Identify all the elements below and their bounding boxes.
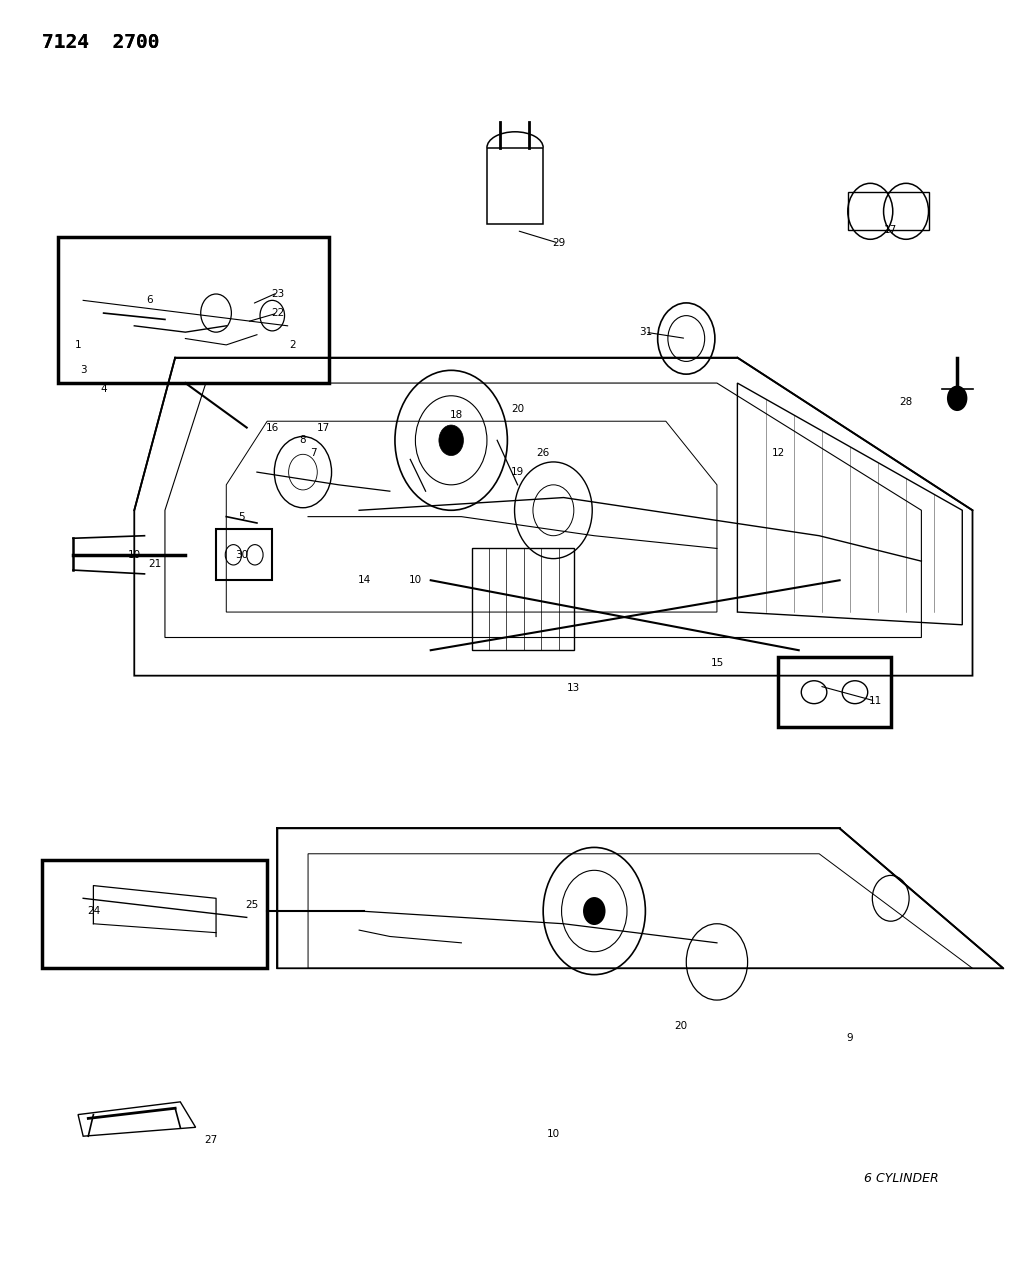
Text: 17: 17 [885, 226, 897, 236]
Bar [848, 193, 929, 231]
Text: 8: 8 [299, 435, 306, 445]
Bar [778, 657, 891, 727]
Text: 20: 20 [511, 403, 524, 413]
Text: 28: 28 [899, 397, 912, 407]
Text: 4: 4 [100, 385, 107, 394]
Circle shape [439, 425, 463, 455]
Bar [57, 237, 328, 382]
Text: 1: 1 [75, 340, 81, 349]
Bar [42, 861, 268, 968]
Text: 19: 19 [511, 467, 524, 477]
Text: 11: 11 [869, 696, 883, 706]
Text: 6: 6 [147, 296, 153, 305]
Text: 23: 23 [271, 289, 284, 300]
Text: 10: 10 [128, 550, 140, 560]
Text: 29: 29 [551, 238, 565, 249]
Text: 30: 30 [235, 550, 248, 560]
Text: 10: 10 [546, 1128, 560, 1139]
Text: 27: 27 [204, 1135, 217, 1145]
Text: 2: 2 [289, 340, 296, 349]
Circle shape [947, 385, 968, 411]
Circle shape [583, 898, 606, 926]
Text: 7124  2700: 7124 2700 [42, 33, 160, 52]
Text: 21: 21 [148, 558, 161, 569]
Bar [216, 529, 273, 580]
Text: 15: 15 [710, 658, 724, 668]
Text: 20: 20 [674, 1020, 688, 1030]
Text: 7124  2700: 7124 2700 [42, 33, 160, 52]
Text: 14: 14 [358, 575, 371, 585]
Text: 9: 9 [847, 1033, 853, 1043]
Text: 18: 18 [450, 409, 463, 419]
Text: 16: 16 [265, 422, 279, 432]
Text: 7: 7 [310, 448, 317, 458]
Bar [487, 148, 543, 224]
Text: 31: 31 [639, 328, 652, 337]
Text: 22: 22 [271, 309, 284, 317]
Text: 5: 5 [238, 511, 245, 521]
Text: 6 CYLINDER: 6 CYLINDER [864, 1172, 938, 1184]
Text: 24: 24 [87, 907, 100, 915]
Text: 17: 17 [317, 422, 330, 432]
Text: 26: 26 [536, 448, 549, 458]
Text: 10: 10 [409, 575, 422, 585]
Text: 12: 12 [772, 448, 785, 458]
Text: 25: 25 [245, 900, 258, 909]
Text: 3: 3 [80, 366, 86, 375]
Text: 13: 13 [567, 683, 580, 694]
Bar [472, 548, 574, 650]
